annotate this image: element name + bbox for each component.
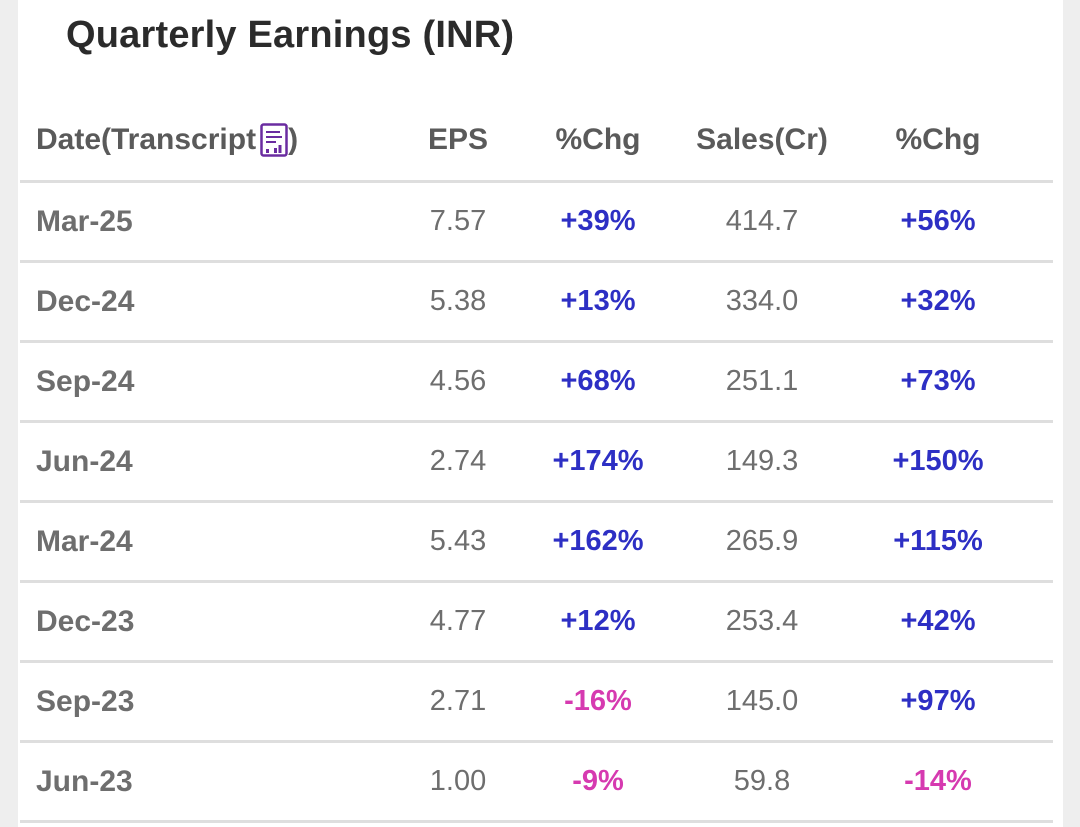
table-row: Dec-24 5.38 +13% 334.0 +32% xyxy=(20,263,1053,343)
table-row: Sep-24 4.56 +68% 251.1 +73% xyxy=(20,343,1053,423)
row-sales-chg: +73% xyxy=(900,365,976,397)
earnings-table: Date(Transcript ) EPS %Chg Sales(Cr) %Ch… xyxy=(20,100,1053,823)
row-eps: 4.56 xyxy=(429,365,487,397)
row-eps-chg: +174% xyxy=(552,445,644,477)
table-row: Mar-25 7.57 +39% 414.7 +56% xyxy=(20,183,1053,263)
row-sales-chg: +56% xyxy=(900,205,976,237)
table-row: Sep-23 2.71 -16% 145.0 +97% xyxy=(20,663,1053,743)
header-date-suffix: ) xyxy=(288,123,299,156)
row-sales-chg: +42% xyxy=(900,605,976,637)
header-eps: EPS xyxy=(427,123,489,156)
table-row: Dec-23 4.77 +12% 253.4 +42% xyxy=(20,583,1053,663)
header-sales-chg: %Chg xyxy=(895,123,981,156)
table-row: Jun-24 2.74 +174% 149.3 +150% xyxy=(20,423,1053,503)
row-eps: 5.38 xyxy=(429,285,487,317)
row-date: Dec-23 xyxy=(36,604,135,638)
row-sales: 145.0 xyxy=(725,685,799,717)
row-eps: 2.74 xyxy=(429,445,487,477)
row-eps-chg: +68% xyxy=(560,365,636,397)
row-date: Sep-23 xyxy=(36,684,135,718)
earnings-card: Quarterly Earnings (INR) Date(Transcript… xyxy=(18,0,1063,827)
row-eps: 4.77 xyxy=(429,605,487,637)
row-sales-chg: +150% xyxy=(892,445,984,477)
table-header: Date(Transcript ) EPS %Chg Sales(Cr) %Ch… xyxy=(20,100,1053,183)
row-eps: 7.57 xyxy=(429,205,487,237)
row-sales: 265.9 xyxy=(725,525,799,557)
header-eps-chg: %Chg xyxy=(555,123,641,156)
table-row: Mar-24 5.43 +162% 265.9 +115% xyxy=(20,503,1053,583)
row-sales-chg: +97% xyxy=(900,685,976,717)
table-row: Jun-23 1.00 -9% 59.8 -14% xyxy=(20,743,1053,823)
row-eps-chg: +13% xyxy=(560,285,636,317)
row-sales-chg: -14% xyxy=(904,765,972,797)
row-sales-chg: +115% xyxy=(893,525,983,557)
row-eps: 1.00 xyxy=(429,765,487,797)
transcript-document-icon[interactable] xyxy=(260,123,288,157)
row-eps-chg: -16% xyxy=(564,685,632,717)
row-eps: 5.43 xyxy=(429,525,487,557)
header-date-label: Date(Transcript xyxy=(36,123,257,156)
row-sales: 334.0 xyxy=(725,285,799,317)
row-date: Mar-25 xyxy=(36,204,133,238)
header-date: Date(Transcript ) xyxy=(36,100,298,180)
row-date: Jun-23 xyxy=(36,764,133,798)
row-date: Sep-24 xyxy=(36,364,135,398)
row-sales: 149.3 xyxy=(725,445,799,477)
row-eps-chg: +162% xyxy=(552,525,644,557)
row-date: Mar-24 xyxy=(36,524,133,558)
row-date: Dec-24 xyxy=(36,284,135,318)
header-sales: Sales(Cr) xyxy=(696,123,828,156)
row-sales: 251.1 xyxy=(725,365,799,397)
row-sales-chg: +32% xyxy=(900,285,976,317)
row-date: Jun-24 xyxy=(36,444,133,478)
row-eps-chg: +12% xyxy=(560,605,636,637)
row-eps-chg: +39% xyxy=(560,205,636,237)
row-sales: 414.7 xyxy=(725,205,799,237)
row-sales: 253.4 xyxy=(725,605,799,637)
row-eps-chg: -9% xyxy=(572,765,624,797)
row-sales: 59.8 xyxy=(733,765,791,797)
card-title: Quarterly Earnings (INR) xyxy=(66,14,515,56)
row-eps: 2.71 xyxy=(429,685,487,717)
